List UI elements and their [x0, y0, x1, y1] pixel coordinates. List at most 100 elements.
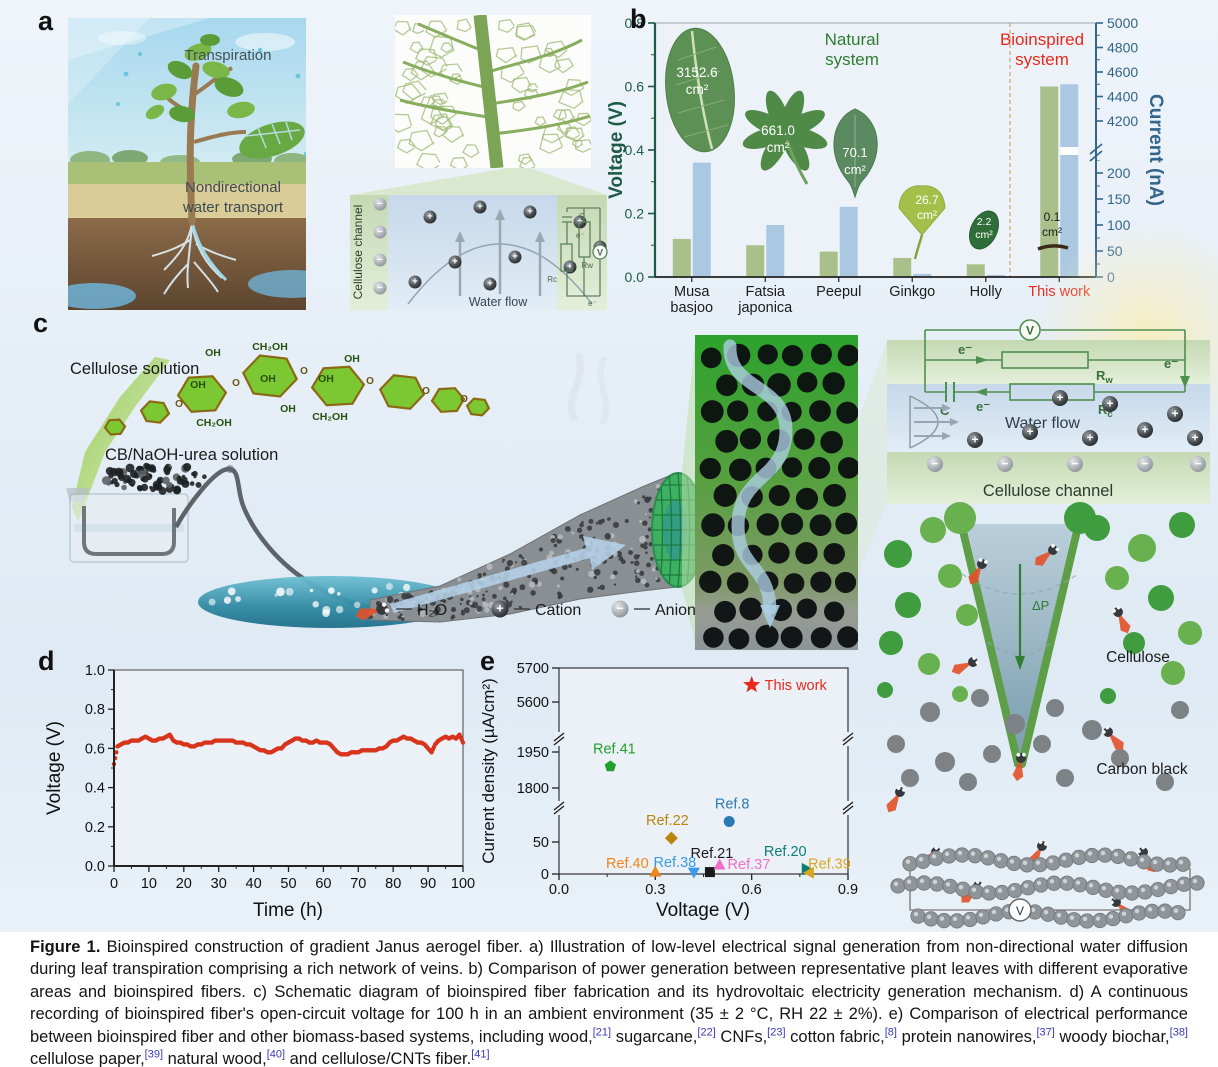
- marker-triangle-left: [802, 866, 814, 879]
- fiber-pore: [641, 495, 646, 499]
- cb-particle: [164, 469, 171, 476]
- axis-break-mark: [553, 805, 565, 815]
- anion-icon: [373, 253, 387, 267]
- panel-c-label: c: [33, 308, 49, 338]
- ion-sign: +: [487, 279, 493, 290]
- vein-cell: [534, 116, 547, 127]
- cellulose-particle: [884, 540, 912, 568]
- fiber-pore: [457, 577, 462, 582]
- vein-cell: [401, 67, 419, 82]
- sphere-highlight: [958, 885, 964, 890]
- cation-icon: [448, 255, 462, 269]
- vein-cell: [558, 88, 584, 110]
- citation-ref: [21]: [592, 1026, 612, 1039]
- electron-label: e⁻: [588, 299, 597, 308]
- ion-sign: −: [1071, 456, 1078, 470]
- fiber-pore: [562, 564, 568, 571]
- ion-sign: +: [1141, 422, 1148, 436]
- vein-cell: [462, 144, 480, 159]
- cellulose-particle: [1128, 534, 1156, 562]
- steam-icon: [567, 352, 584, 422]
- anion-icon: [927, 456, 943, 472]
- marker-pentagon: [604, 760, 617, 772]
- circle-shape: [1112, 608, 1116, 613]
- fiber-pore: [498, 585, 503, 590]
- circle-shape: [1051, 543, 1055, 548]
- ion-sign: +: [971, 432, 978, 446]
- sphere-highlight: [984, 888, 990, 894]
- sphere-highlight: [1126, 854, 1132, 860]
- circle-shape: [1038, 840, 1043, 844]
- c-sub: c: [1107, 409, 1112, 420]
- circle-shape: [1137, 849, 1141, 854]
- marker-circle: [723, 816, 735, 828]
- fiber-pore: [633, 554, 640, 560]
- fiber-pore: [643, 545, 648, 550]
- carbon-particle: [1046, 699, 1064, 717]
- panel-e-label: e: [480, 646, 496, 676]
- electron-arrow: [975, 388, 987, 396]
- glucose-ring: [430, 387, 466, 413]
- fiber-pore: [648, 516, 651, 519]
- fiber-pore: [576, 527, 583, 533]
- ion-sign: −: [931, 456, 938, 470]
- flow-arrowheads: [455, 209, 545, 242]
- groundwater-pool: [248, 270, 306, 298]
- marker-triangle-up: [713, 858, 726, 870]
- circle-shape: [984, 560, 988, 564]
- vein-cell: [541, 124, 565, 144]
- rc-label: Rc: [1098, 402, 1113, 420]
- fiber-pore: [482, 593, 485, 597]
- fiber-pore: [385, 613, 389, 617]
- sphere-highlight: [926, 914, 932, 920]
- pore: [700, 400, 724, 423]
- sphere-highlight: [1152, 859, 1158, 865]
- x-tick-label: 0: [110, 876, 118, 892]
- pore: [808, 457, 831, 479]
- sphere-highlight: [1010, 886, 1016, 891]
- cb-particle: [192, 470, 198, 477]
- y-tick-label: 1950: [517, 745, 549, 761]
- anion-icon: [997, 456, 1013, 472]
- bioinspired-system-label-2: system: [1015, 50, 1069, 69]
- h2o-molecule-icon: [1035, 543, 1060, 566]
- fiber-pore: [639, 570, 645, 576]
- cellulose-label: Cellulose: [1106, 649, 1170, 666]
- pore: [796, 372, 818, 393]
- cellulose-particle: [952, 686, 968, 702]
- cellulose-particle: [1100, 688, 1116, 704]
- citation-ref: [37]: [1036, 1026, 1055, 1039]
- y-axis-title: Voltage (V): [44, 721, 65, 815]
- circle-shape: [1105, 725, 1110, 730]
- oxygen-links: O O O O O O: [175, 366, 468, 410]
- fiber-pore: [515, 561, 518, 564]
- sphere-highlight: [1121, 911, 1127, 916]
- pore: [823, 542, 845, 565]
- marker-triangle-up: [649, 865, 662, 877]
- carbon-sphere: [1175, 856, 1191, 872]
- leaf-area-unit: cm²: [686, 82, 709, 97]
- carbon-sphere: [962, 911, 978, 928]
- fiber-pore: [476, 594, 479, 598]
- ion-sign: +: [477, 202, 483, 213]
- marker-square: [704, 867, 715, 878]
- fiber-pore: [485, 590, 488, 593]
- axis-break-mark: [842, 801, 854, 811]
- carbon-sphere: [1097, 847, 1113, 863]
- vein-cell: [544, 40, 568, 59]
- circle-shape: [1116, 605, 1121, 610]
- electron-label: e⁻: [1164, 356, 1178, 371]
- carbon-sphere: [915, 853, 931, 869]
- ion-sign: +: [1086, 430, 1093, 444]
- leaf-area-unit: cm²: [844, 162, 866, 177]
- fiber-pore: [640, 578, 647, 585]
- carbon-sphere: [981, 885, 997, 901]
- aerogel-fiber: [368, 472, 705, 623]
- fiber-pore: [401, 593, 408, 600]
- sphere-highlight: [1074, 853, 1080, 858]
- fiber-pore: [549, 550, 554, 556]
- trunk: [186, 62, 200, 226]
- carbon-sphere: [1059, 875, 1075, 891]
- carbon-particles: [887, 689, 1189, 791]
- cellulose-channel-label: Cellulose channel: [351, 205, 365, 300]
